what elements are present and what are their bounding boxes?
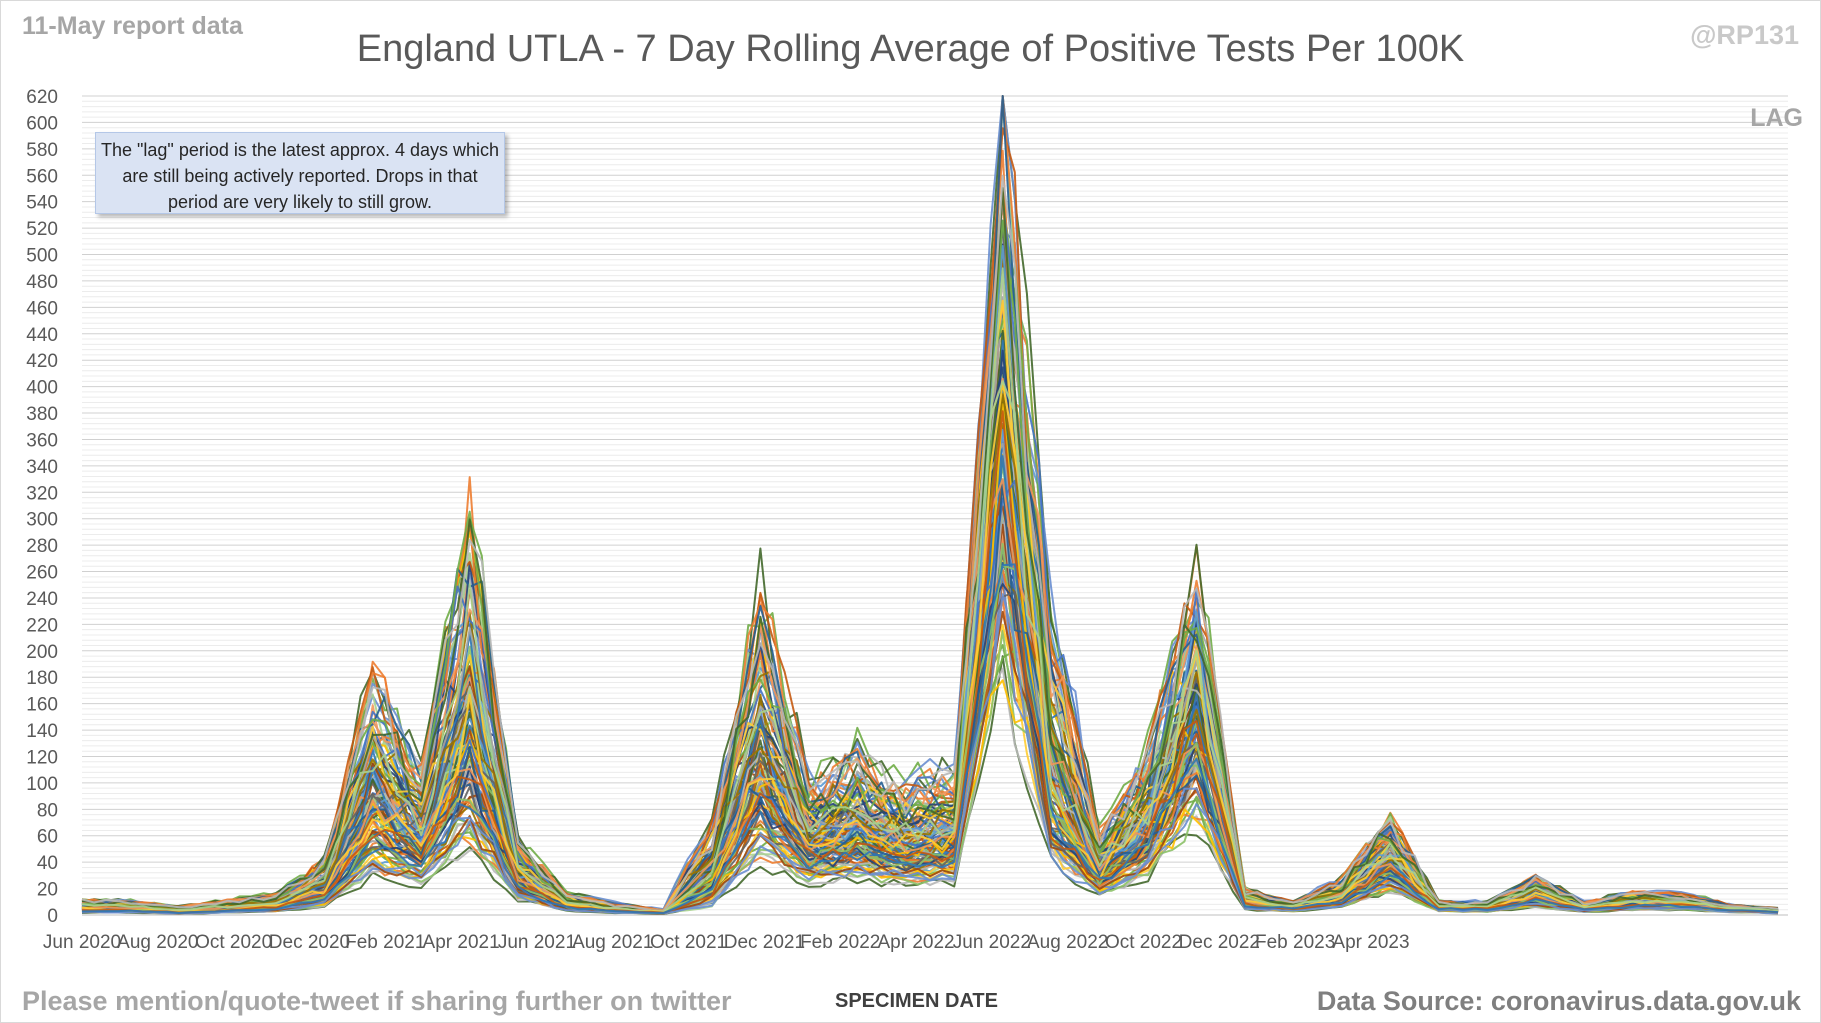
y-tick-label: 40 — [37, 853, 58, 874]
x-tick-label: Feb 2022 — [800, 932, 880, 953]
x-tick-label: Aug 2020 — [117, 932, 198, 953]
y-tick-label: 480 — [26, 272, 58, 293]
y-tick-label: 340 — [26, 457, 58, 478]
y-tick-label: 100 — [26, 774, 58, 795]
y-tick-label: 140 — [26, 721, 58, 742]
x-tick-label: Dec 2021 — [724, 932, 805, 953]
utla-series-line — [81, 563, 1779, 915]
y-tick-label: 400 — [26, 378, 58, 399]
y-tick-label: 20 — [37, 880, 58, 901]
x-tick-label: Apr 2023 — [1332, 932, 1409, 953]
x-tick-label: Jun 2022 — [953, 932, 1031, 953]
y-tick-label: 540 — [26, 193, 58, 214]
data-source-label: Data Source: coronavirus.data.gov.uk — [1316, 986, 1801, 1016]
x-tick-label: Jun 2021 — [498, 932, 576, 953]
y-tick-label: 0 — [47, 906, 58, 927]
x-tick-label: Apr 2022 — [877, 932, 954, 953]
y-tick-label: 440 — [26, 325, 58, 346]
y-tick-label: 300 — [26, 510, 58, 531]
y-tick-label: 600 — [26, 113, 58, 134]
utla-series-line — [81, 410, 1779, 914]
report-date-label: 11-May report data — [22, 12, 243, 40]
x-tick-label: Aug 2022 — [1027, 932, 1108, 953]
utla-series-line — [81, 187, 1779, 913]
y-tick-label: 360 — [26, 430, 58, 451]
y-tick-label: 80 — [37, 800, 58, 821]
utla-series-line — [81, 174, 1779, 912]
y-tick-label: 200 — [26, 642, 58, 663]
lag-label: LAG — [1750, 104, 1803, 132]
x-axis-title: SPECIMEN DATE — [835, 990, 998, 1012]
y-tick-label: 160 — [26, 695, 58, 716]
y-tick-label: 320 — [26, 483, 58, 504]
y-tick-label: 520 — [26, 219, 58, 240]
series-lines — [81, 95, 1779, 915]
footer-share-note: Please mention/quote-tweet if sharing fu… — [22, 986, 732, 1016]
author-handle: @RP131 — [1690, 20, 1799, 50]
y-tick-label: 500 — [26, 246, 58, 267]
y-tick-label: 240 — [26, 589, 58, 610]
x-tick-label: Dec 2022 — [1179, 932, 1260, 953]
x-tick-label: Dec 2020 — [269, 932, 350, 953]
utla-series-line — [81, 593, 1779, 915]
utla-series-line — [81, 380, 1779, 913]
y-axis-ticks: 0 20 40 60 80 100 120 140 160 180 200 220 240 260 280 3… — [26, 87, 58, 927]
x-tick-label: Oct 2020 — [195, 932, 272, 953]
y-tick-label: 560 — [26, 166, 58, 187]
x-tick-label: Jun 2020 — [43, 932, 121, 953]
y-tick-label: 580 — [26, 140, 58, 161]
y-tick-label: 60 — [37, 827, 58, 848]
y-tick-label: 120 — [26, 747, 58, 768]
y-tick-label: 420 — [26, 351, 58, 372]
x-tick-label: Apr 2021 — [423, 932, 500, 953]
y-tick-label: 280 — [26, 536, 58, 557]
chart-title: England UTLA - 7 Day Rolling Average of … — [356, 28, 1465, 70]
y-tick-label: 180 — [26, 668, 58, 689]
y-tick-label: 260 — [26, 563, 58, 584]
x-tick-label: Feb 2023 — [1255, 932, 1335, 953]
x-tick-label: Oct 2022 — [1105, 932, 1182, 953]
y-tick-label: 460 — [26, 298, 58, 319]
utla-series-line — [81, 393, 1779, 913]
x-tick-label: Aug 2021 — [572, 932, 653, 953]
x-tick-label: Oct 2021 — [650, 932, 727, 953]
x-tick-label: Feb 2021 — [345, 932, 425, 953]
y-tick-label: 620 — [26, 87, 58, 108]
y-tick-label: 380 — [26, 404, 58, 425]
lag-note-box: The "lag" period is the latest approx. 4… — [95, 132, 505, 214]
y-tick-label: 220 — [26, 615, 58, 636]
